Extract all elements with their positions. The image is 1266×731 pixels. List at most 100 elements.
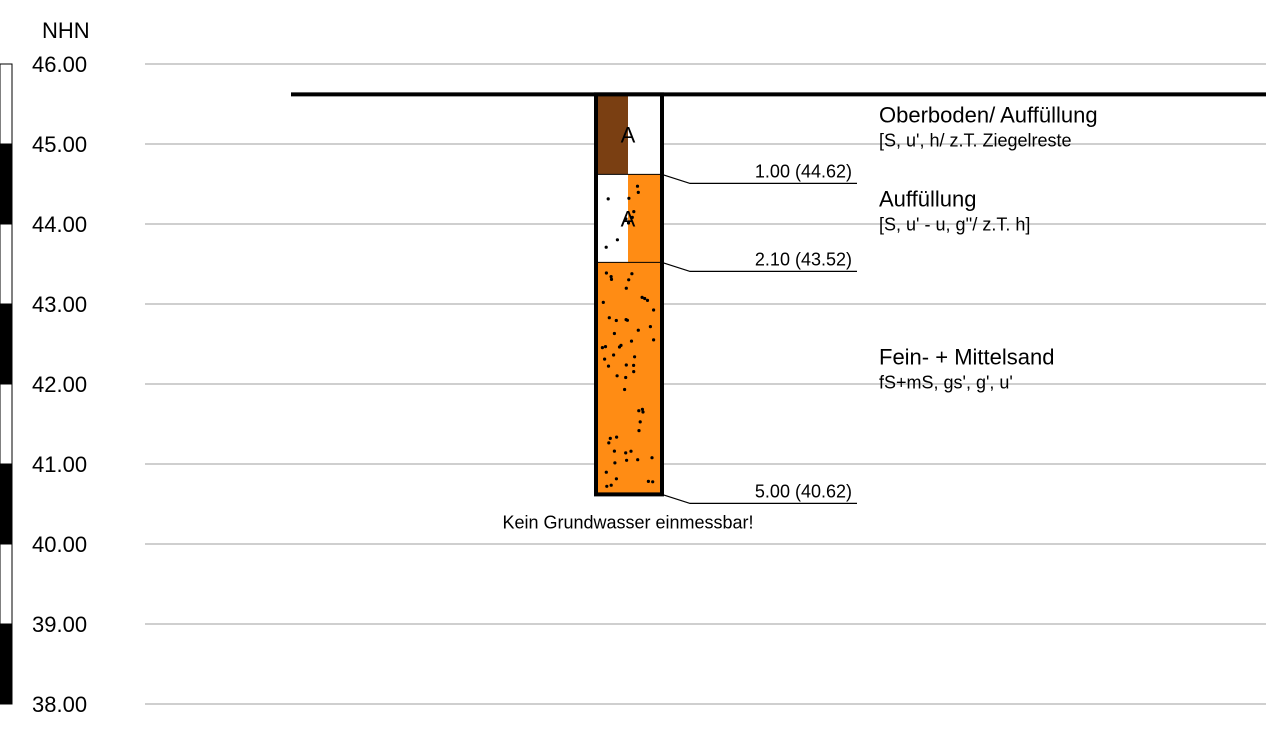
layer-fill-left bbox=[596, 94, 628, 175]
sand-dot bbox=[652, 338, 656, 342]
scale-bar-segment bbox=[0, 383, 13, 465]
scale-bar-segment bbox=[0, 623, 13, 705]
tick-label: 38.00 bbox=[32, 692, 87, 717]
sand-dot bbox=[614, 477, 619, 481]
groundwater-note: Kein Grundwasser einmessbar! bbox=[502, 512, 753, 532]
layer-fill-left bbox=[596, 174, 628, 263]
depth-callout: 5.00 (40.62) Fein- + Mittelsand fS+mS, gs'… bbox=[661, 344, 1054, 504]
tick-label: 44.00 bbox=[32, 212, 87, 237]
sand-dot bbox=[637, 429, 641, 433]
borehole-outline bbox=[594, 92, 664, 497]
depth-leader bbox=[661, 261, 857, 272]
elevation-scale-bar bbox=[0, 63, 13, 705]
layer-fill-right bbox=[628, 94, 662, 175]
sand-dot bbox=[615, 435, 619, 439]
sand-dot bbox=[612, 331, 617, 336]
sand-dot bbox=[630, 272, 634, 276]
sand-dot bbox=[646, 479, 651, 483]
tick-labels: 46.00 45.00 44.00 43.00 42.00 41.00 40.00 39.00… bbox=[32, 52, 87, 717]
sand-dot bbox=[640, 407, 645, 411]
sand-dot bbox=[648, 325, 653, 329]
scale-bar-segment bbox=[0, 463, 13, 545]
sand-dot bbox=[650, 456, 654, 460]
layer-callouts: 1.00 (44.62) Oberboden/ Auffüllung [S, u',… bbox=[661, 102, 1098, 504]
sand-dot bbox=[609, 275, 613, 279]
sand-dot bbox=[633, 355, 637, 359]
tick-label: 40.00 bbox=[32, 532, 87, 557]
sand-dot bbox=[636, 328, 640, 332]
layer-description: [S, u' - u, g''/ z.T. h] bbox=[879, 214, 1030, 234]
sand-dot bbox=[613, 461, 617, 465]
sand-dot bbox=[624, 286, 628, 290]
tick-label: 43.00 bbox=[32, 292, 87, 317]
sand-dot bbox=[609, 483, 613, 487]
scale-bar-segment bbox=[0, 143, 13, 225]
layer-code: A bbox=[621, 206, 636, 231]
sand-dot bbox=[624, 217, 628, 221]
sand-dot bbox=[632, 210, 636, 214]
sand-dot bbox=[601, 300, 605, 304]
tick-label: 39.00 bbox=[32, 612, 87, 637]
sand-dot bbox=[641, 410, 645, 414]
layer-description: [S, u', h/ z.T. Ziegelreste bbox=[879, 130, 1072, 150]
tick-label: 41.00 bbox=[32, 452, 87, 477]
depth-leader bbox=[661, 493, 857, 504]
sand-dot bbox=[623, 387, 627, 392]
sand-dot bbox=[617, 345, 622, 349]
sand-dot bbox=[612, 449, 617, 453]
soil-layers: AA bbox=[594, 92, 664, 497]
sand-dot bbox=[624, 451, 628, 455]
scale-bar-segment bbox=[0, 63, 13, 145]
sand-dot bbox=[607, 316, 611, 320]
sand-dot bbox=[635, 184, 640, 188]
depth-callout: 2.10 (43.52) Auffüllung [S, u' - u, g''/ z… bbox=[661, 186, 1030, 272]
depth-label: 2.10 (43.52) bbox=[755, 249, 852, 269]
sand-dot bbox=[615, 374, 619, 378]
layer-fill-right bbox=[628, 262, 662, 495]
gridlines bbox=[145, 63, 1266, 705]
sand-dot bbox=[629, 449, 633, 453]
sand-dot bbox=[604, 271, 609, 275]
sand-dot bbox=[606, 364, 611, 368]
tick-label: 46.00 bbox=[32, 52, 87, 77]
sand-dot bbox=[636, 458, 640, 462]
soil-layer: A bbox=[596, 94, 662, 175]
sand-dot bbox=[604, 470, 608, 474]
layer-name: Auffüllung bbox=[879, 186, 976, 211]
sand-dot bbox=[636, 190, 640, 194]
sand-dot bbox=[627, 196, 631, 200]
axis-unit-label: NHN bbox=[42, 18, 90, 43]
sand-dot bbox=[612, 353, 616, 357]
sand-dot bbox=[652, 308, 656, 312]
soil-layer: A bbox=[596, 173, 662, 263]
sand-dot bbox=[607, 441, 611, 445]
sand-dot bbox=[626, 221, 631, 225]
sand-dot bbox=[606, 197, 610, 201]
layer-fill-left bbox=[596, 262, 628, 495]
sand-dot bbox=[603, 357, 607, 361]
layer-description: fS+mS, gs', g', u' bbox=[879, 372, 1013, 392]
scale-bar-segment bbox=[0, 223, 13, 305]
layer-name: Oberboden/ Auffüllung bbox=[879, 102, 1098, 127]
sand-dot bbox=[638, 420, 642, 424]
sand-dot bbox=[629, 339, 634, 343]
depth-label: 1.00 (44.62) bbox=[755, 161, 852, 181]
scale-bar-segment bbox=[0, 543, 13, 625]
sand-dot bbox=[604, 245, 608, 249]
sand-dot bbox=[632, 363, 636, 367]
sand-dot bbox=[640, 295, 644, 299]
sand-dot bbox=[624, 363, 628, 367]
sand-dot bbox=[603, 345, 608, 349]
sand-dot bbox=[627, 278, 631, 282]
sand-dot bbox=[637, 409, 641, 413]
sand-dot bbox=[632, 370, 636, 374]
sand-dot bbox=[614, 318, 618, 323]
sand-dot bbox=[609, 277, 614, 281]
sand-dot bbox=[645, 298, 650, 302]
scale-bar-segment bbox=[0, 303, 13, 385]
layer-fill-right bbox=[628, 174, 662, 263]
sand-dot bbox=[608, 436, 612, 440]
sand-dot bbox=[600, 346, 605, 350]
sand-dot bbox=[643, 296, 647, 301]
